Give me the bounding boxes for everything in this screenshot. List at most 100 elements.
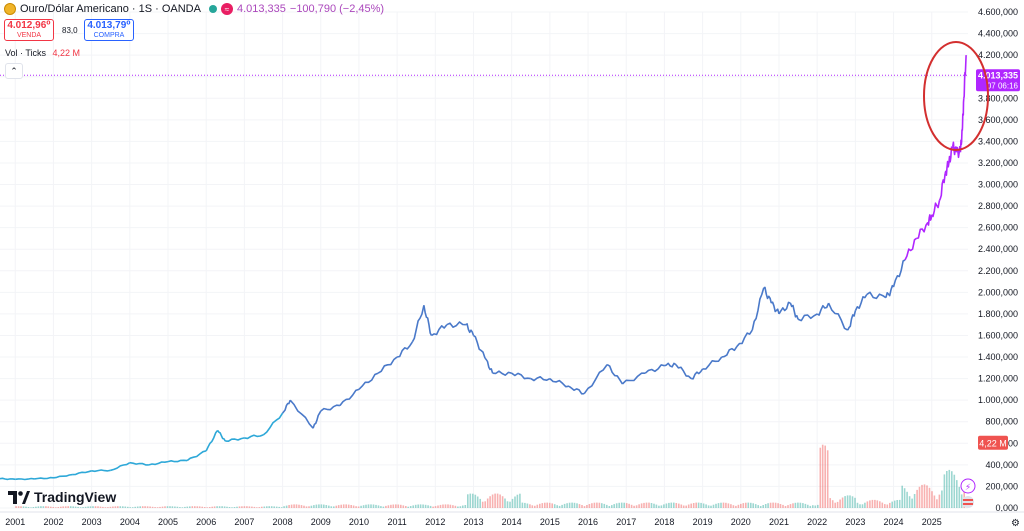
volume-bar (315, 504, 318, 508)
price-line-segment (736, 329, 753, 347)
volume-bar (22, 506, 25, 508)
volume-bar (476, 496, 479, 508)
volume-bar (821, 444, 824, 508)
volume-legend-label: Vol · Ticks (5, 48, 47, 58)
volume-bar (615, 503, 618, 508)
volume-bar (874, 499, 876, 508)
volume-bar (447, 504, 449, 508)
volume-bar (504, 498, 506, 508)
volume-bar (817, 504, 819, 508)
volume-bar (675, 503, 678, 508)
volume-bar (186, 506, 189, 508)
symbol-title[interactable]: Ouro/Dólar Americano · 1S · OANDA (20, 3, 201, 15)
volume-bar (365, 504, 367, 508)
volume-bar (797, 502, 799, 508)
price-line-segment (396, 341, 414, 358)
y-tick-label: 3.600,000 (978, 115, 1018, 125)
volume-bar (74, 506, 77, 508)
y-tick-label: 1.000,000 (978, 395, 1018, 405)
volume-bar (891, 501, 893, 508)
volume-bar (871, 499, 874, 508)
volume-bar (812, 505, 814, 508)
volume-bar (489, 496, 491, 508)
volume-bar (25, 506, 27, 508)
volume-bar (578, 504, 581, 508)
svg-text:⚡: ⚡ (965, 482, 971, 492)
volume-bar (196, 506, 199, 508)
volume-bar (288, 505, 290, 508)
volume-bar (151, 506, 154, 508)
volume-bar (953, 474, 956, 508)
volume-bar (429, 505, 432, 508)
price-line-segment (827, 302, 849, 331)
sell-button[interactable]: 4.012,96⁰ VENDA (4, 19, 54, 41)
volume-bar (72, 506, 74, 508)
price-line-segment (763, 286, 773, 304)
volume-bar (370, 504, 372, 508)
volume-bar (901, 485, 903, 508)
volume-bar (340, 504, 342, 508)
volume-bar (390, 504, 392, 508)
wave-icon: ≈ (220, 3, 233, 15)
volume-bar (198, 506, 201, 508)
volume-bar (804, 503, 807, 508)
buy-button[interactable]: 4.013,79⁰ COMPRA (84, 19, 134, 41)
price-line-segment (281, 399, 291, 414)
collapse-legend-button[interactable]: ⌃ (5, 63, 23, 79)
volume-bar (710, 505, 712, 508)
flag-icon[interactable] (962, 496, 974, 508)
volume-bar (407, 506, 409, 508)
volume-bar (638, 504, 640, 508)
volume-bar (464, 505, 467, 508)
settings-icon[interactable]: ⚙ (1011, 518, 1020, 529)
price-line-segment (916, 221, 929, 240)
volume-bar (819, 447, 822, 508)
volume-bar (275, 506, 278, 508)
price-line-segment (948, 146, 954, 164)
volume-bar (521, 502, 524, 508)
volume-bar (35, 506, 37, 508)
volume-bar (514, 496, 516, 508)
volume-bar (732, 505, 735, 508)
volume-bar (541, 503, 544, 508)
y-tick-label: 1.800,000 (978, 309, 1018, 319)
x-tick-label: 2006 (196, 517, 216, 527)
volume-legend[interactable]: Vol · Ticks 4,22 M (5, 48, 80, 58)
volume-bar (345, 504, 347, 508)
volume-bar (258, 507, 261, 508)
volume-bar (467, 494, 469, 508)
volume-bar (129, 507, 131, 508)
volume-bar (854, 497, 856, 508)
volume-bar (134, 506, 136, 508)
volume-bar (333, 506, 335, 508)
price-line-segment (892, 259, 906, 288)
volume-bar (640, 503, 643, 508)
lightning-icon[interactable]: ⚡ (960, 478, 976, 494)
volume-bar (772, 502, 774, 508)
volume-bar (792, 503, 794, 508)
x-tick-label: 2014 (502, 517, 522, 527)
volume-bar (556, 505, 558, 508)
price-line-segment (955, 146, 962, 159)
volume-bar (603, 503, 606, 508)
volume-bar (395, 504, 397, 508)
volume-bar (861, 504, 864, 508)
price-line-segment (225, 437, 245, 443)
price-line-segment (0, 477, 16, 481)
volume-bar (360, 505, 362, 508)
volume-bar (112, 506, 114, 508)
volume-bar (752, 503, 754, 508)
volume-bar (705, 504, 707, 508)
price-line-segment (549, 378, 570, 388)
volume-bar (908, 496, 911, 508)
volume-bar (144, 506, 146, 508)
volume-bar (568, 502, 571, 508)
volume-bar (119, 506, 122, 508)
volume-bar (318, 504, 320, 508)
volume-bar (660, 505, 663, 508)
volume-bar (308, 506, 310, 508)
volume-bar (526, 503, 529, 508)
volume-bar (802, 503, 804, 508)
price-line-segment (938, 173, 946, 202)
